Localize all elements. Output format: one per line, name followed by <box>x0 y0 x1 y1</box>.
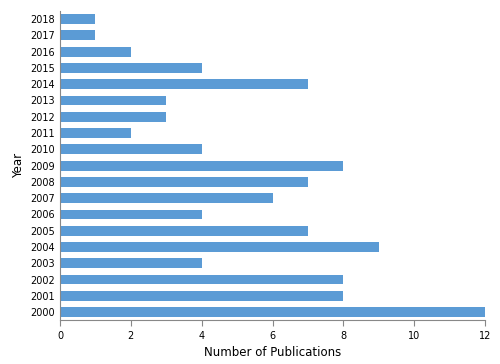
Y-axis label: Year: Year <box>12 153 25 178</box>
Bar <box>60 96 166 105</box>
Bar <box>60 193 272 203</box>
Bar <box>60 128 131 138</box>
Bar <box>60 112 166 122</box>
Bar <box>60 31 96 40</box>
Bar <box>60 145 202 154</box>
Bar <box>60 79 308 89</box>
Bar <box>60 242 379 252</box>
Bar <box>60 258 202 268</box>
Bar <box>60 291 344 301</box>
X-axis label: Number of Publications: Number of Publications <box>204 346 341 359</box>
Bar <box>60 275 344 285</box>
Bar <box>60 226 308 236</box>
Bar <box>60 177 308 187</box>
Bar <box>60 14 96 24</box>
Bar <box>60 307 485 317</box>
Bar <box>60 161 344 170</box>
Bar <box>60 210 202 219</box>
Bar <box>60 47 131 56</box>
Bar <box>60 63 202 73</box>
